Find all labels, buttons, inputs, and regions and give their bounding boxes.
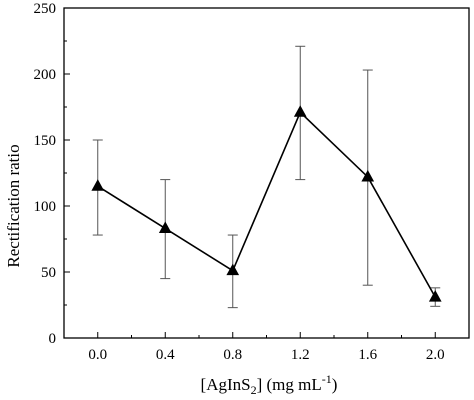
- data-point-marker: [91, 179, 105, 191]
- x-tick-label: 0.4: [156, 347, 175, 363]
- x-axis-title-units: ] (mg mL: [257, 375, 322, 394]
- plot-area-border: [63, 7, 470, 339]
- data-point-marker: [428, 290, 442, 302]
- y-tick-label: 100: [34, 199, 57, 215]
- plot-frame: [63, 7, 470, 339]
- series-group: [91, 45, 442, 309]
- y-tick-label: 0: [49, 331, 57, 347]
- x-axis-title-main: [AgInS: [201, 375, 251, 394]
- y-tick-label: 150: [34, 133, 57, 149]
- tick-group: 0 50 100 150 200 250 0.0 0.4 0.8 1.2 1.6 2.0: [34, 1, 445, 363]
- x-axis-title: [AgInS2] (mg mL-1): [201, 372, 338, 397]
- y-tick-label: 250: [34, 1, 57, 17]
- series-line: [97, 110, 436, 298]
- data-point-marker: [361, 169, 375, 182]
- y-tick-label: 50: [41, 265, 56, 281]
- x-axis-title-superscript: -1: [322, 372, 332, 386]
- x-tick-label: 0.8: [223, 347, 242, 363]
- x-tick-label: 1.6: [358, 347, 377, 363]
- y-tick-label: 200: [34, 67, 57, 83]
- y-axis-title: Rectification ratio: [4, 144, 23, 267]
- x-axis-title-close: ): [332, 375, 338, 394]
- x-axis-title-subscript: 2: [251, 383, 257, 397]
- data-point-marker: [226, 263, 240, 276]
- x-tick-label: 0.0: [88, 347, 107, 363]
- x-tick-label: 1.2: [291, 347, 310, 363]
- x-tick-label: 2.0: [426, 347, 445, 363]
- data-point-marker: [158, 221, 172, 233]
- data-point-marker: [293, 105, 307, 117]
